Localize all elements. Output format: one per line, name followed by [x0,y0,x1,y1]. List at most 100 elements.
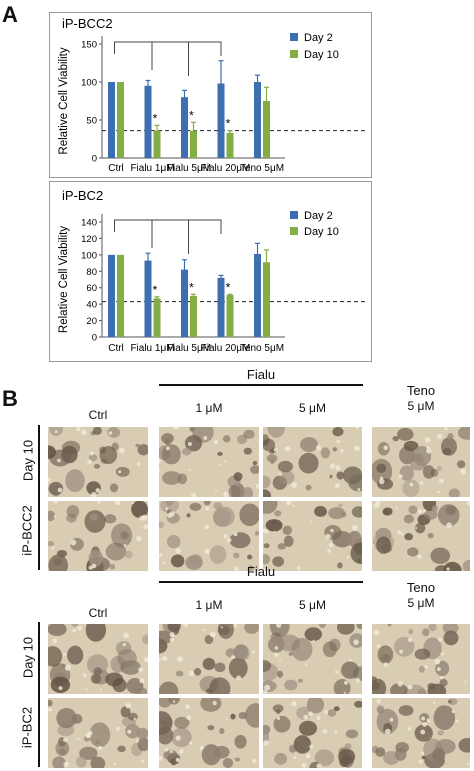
x-tick-label: Teno 5μM [240,163,284,174]
bar-day-10 [226,295,234,337]
bar-day-2 [181,97,188,158]
bar-day-2 [108,254,115,337]
ctrl-column-label: Ctrl [88,606,108,620]
bar-day-2 [181,269,188,337]
legend-label: Day 2 [304,32,333,44]
cell-line-label: iP-BC2 [19,706,35,749]
significance-mark: * [189,108,194,122]
micrograph-image [372,501,470,571]
bar-day-10 [190,295,197,337]
y-tick-label: 60 [86,283,97,294]
fialu-1um-label: 1 μM [195,401,223,415]
chart-title: iP-BCC2 [62,16,113,31]
bar-day-10 [263,262,270,337]
chart-title: iP-BC2 [62,188,103,203]
micrograph-image [159,624,259,694]
bar-chart-ip-bcc2: iP-BCC2 Relative Cell Viability 0 50 100 150 C… [58,16,365,174]
y-tick-label: 140 [81,218,97,229]
micrograph-image [263,427,362,497]
row-group-bracket [38,622,40,767]
y-tick-label: 50 [86,116,97,127]
x-tick-label: Ctrl [108,343,124,354]
panel-a-letter: A [2,2,18,27]
bar-day-2 [144,85,152,158]
legend-label: Day 10 [304,49,339,61]
y-axis-label: Relative Cell Viability [58,226,70,333]
comparison-bracket [114,41,222,56]
x-tick-label: Fialu 20μM [201,163,251,174]
legend-swatch [290,50,298,58]
bar-day-10 [117,82,124,158]
legend-swatch [290,227,298,235]
significance-mark: * [226,117,231,131]
micrograph-image [263,501,362,571]
micrograph-image [372,698,470,768]
fialu-5um-label: 5 μM [299,401,326,415]
chart-box-ip-bcc2: iP-BCC2 Relative Cell Viability 0 50 100 150 C… [49,12,372,178]
fialu-5um-label: 5 μM [299,598,326,612]
micrograph-image [48,624,148,694]
bar-day-2 [254,82,261,158]
teno-column-label: Teno [406,580,436,595]
bar-day-10 [153,130,161,158]
bar-day-10 [190,130,197,158]
bar-day-2 [144,260,152,337]
row-group-bracket [38,425,40,570]
chart-box-ip-bc2: iP-BC2 Relative Cell Viability 0 20 40 60 80 10… [49,181,372,362]
x-tick-label: Ctrl [108,163,124,174]
day-label: Day 10 [20,439,36,482]
y-tick-label: 100 [81,250,97,261]
bar-day-2 [217,277,225,337]
micrograph-image [372,624,470,694]
teno-dose-label: 5 μM [407,399,435,413]
significance-mark: * [153,111,158,125]
cell-line-label: iP-BCC2 [19,505,35,556]
y-tick-label: 20 [86,316,97,327]
y-tick-label: 150 [81,40,97,51]
significance-mark: * [226,280,231,294]
micrograph-image [48,427,148,497]
day-label: Day 10 [20,636,36,679]
x-tick-label: Fialu 20μM [201,343,251,354]
bar-day-2 [254,254,261,337]
teno-dose-label: 5 μM [407,596,435,610]
y-tick-label: 80 [86,267,97,278]
micrograph-image [48,501,148,571]
legend-label: Day 2 [304,210,333,222]
y-axis-label: Relative Cell Viability [58,47,70,154]
bar-day-10 [226,132,234,158]
fialu-group-bracket [159,384,363,386]
fialu-group-label: Fialu [246,564,276,579]
fialu-group-label: Fialu [246,367,276,382]
y-tick-label: 100 [81,78,97,89]
micrograph-image [263,624,362,694]
teno-column-label: Teno [406,383,436,398]
significance-mark: * [153,283,158,297]
legend-swatch [290,33,298,41]
x-tick-label: Fialu 5μM [167,163,211,174]
x-tick-label: Fialu 1μM [130,343,174,354]
fialu-1um-label: 1 μM [195,598,223,612]
bar-day-10 [117,254,124,337]
y-tick-label: 0 [92,333,97,344]
micrograph-image [372,427,470,497]
y-tick-label: 120 [81,234,97,245]
micrograph-image [159,501,259,571]
micrograph-image [159,698,259,768]
comparison-bracket [114,219,222,234]
significance-mark: * [189,280,194,294]
legend-swatch [290,211,298,219]
panel-b-letter: B [2,386,18,411]
x-tick-label: Fialu 5μM [167,343,211,354]
y-tick-label: 0 [92,154,97,165]
x-tick-label: Teno 5μM [240,343,284,354]
bar-chart-ip-bc2: iP-BC2 Relative Cell Viability 0 20 40 60 80 10… [58,188,365,354]
y-tick-label: 40 [86,300,97,311]
x-tick-label: Fialu 1μM [130,163,174,174]
micrograph-image [263,698,362,768]
bar-day-10 [263,101,270,158]
bar-day-10 [153,298,161,337]
fialu-group-bracket [159,581,363,583]
bar-day-2 [217,83,225,158]
ctrl-column-label: Ctrl [88,408,108,422]
